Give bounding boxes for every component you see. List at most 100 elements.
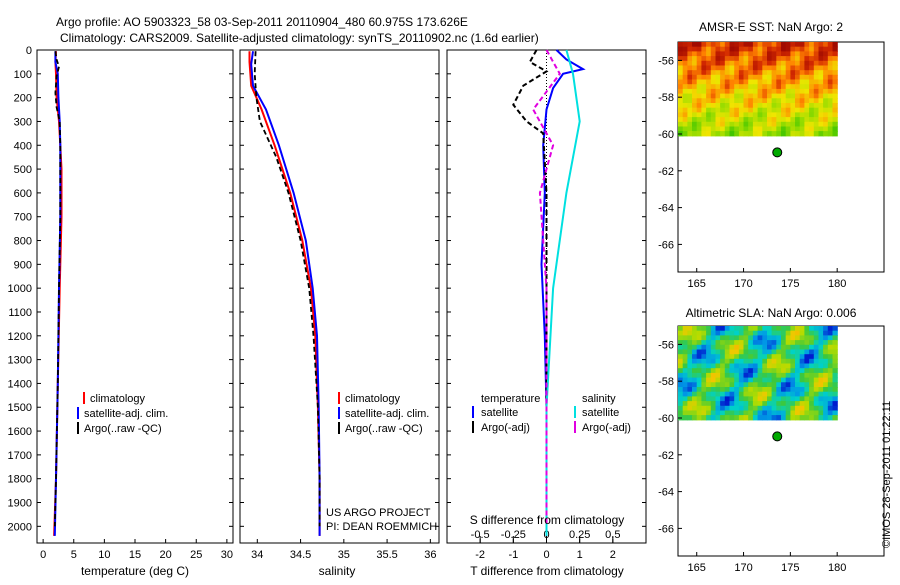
- map-cell: [785, 401, 791, 407]
- map-cell: [795, 70, 801, 76]
- map-cell: [781, 330, 787, 336]
- map-cell: [776, 79, 782, 85]
- map-cell: [715, 98, 721, 104]
- map-cell: [813, 70, 820, 76]
- map-cell: [724, 396, 731, 402]
- map-cell: [781, 70, 787, 76]
- map-cell: [832, 112, 838, 118]
- map-cell: [832, 117, 838, 123]
- map-cell: [795, 42, 801, 48]
- map-cell: [790, 377, 796, 383]
- map-cell: [804, 84, 810, 90]
- map-cell: [710, 340, 717, 346]
- map-cell: [678, 84, 684, 90]
- map-cell: [734, 51, 740, 57]
- map-cell: [790, 93, 796, 99]
- map-cell: [823, 372, 829, 379]
- map-cell: [804, 70, 810, 76]
- map-cell: [799, 84, 805, 90]
- map-cell: [790, 410, 796, 416]
- map-cell: [748, 51, 754, 57]
- map-cell: [752, 363, 759, 369]
- map-cell: [832, 42, 838, 48]
- map-cell: [729, 103, 735, 109]
- map-cell: [748, 126, 754, 132]
- map-cell: [762, 372, 768, 379]
- map-cell: [701, 93, 707, 99]
- legend-label: satellite: [481, 407, 518, 419]
- map-cell: [809, 56, 815, 62]
- map-cell: [692, 121, 698, 128]
- map-cell: [795, 107, 801, 113]
- map-cell: [823, 121, 829, 128]
- map-cell: [692, 42, 698, 48]
- map-cell: [743, 358, 749, 365]
- map-cell: [762, 84, 768, 90]
- map-cell: [823, 340, 829, 346]
- map-cell: [799, 344, 805, 351]
- map-cell: [696, 74, 702, 81]
- map-cell: [832, 377, 838, 383]
- map-cell: [785, 131, 791, 137]
- map-cell: [706, 326, 712, 332]
- map-cell: [762, 405, 768, 412]
- map-cell: [767, 65, 773, 71]
- map-cell: [687, 56, 693, 62]
- map-cell: [823, 79, 829, 85]
- map-cell: [748, 131, 754, 137]
- map-cell: [785, 377, 791, 383]
- map-cell: [715, 326, 721, 332]
- map-cell: [809, 107, 815, 113]
- map-cell: [767, 84, 773, 90]
- map-cell: [724, 70, 731, 76]
- map-cell: [757, 391, 763, 397]
- map-cell: [781, 107, 787, 113]
- map-cell: [738, 74, 745, 81]
- map-cell: [771, 330, 777, 336]
- map-cell: [832, 65, 838, 71]
- map-cell: [781, 335, 787, 341]
- map-cell: [832, 358, 838, 365]
- map-cell: [767, 415, 773, 421]
- map-cell: [771, 326, 777, 332]
- y-tick-label: 200: [14, 93, 32, 105]
- map-cell: [827, 349, 834, 355]
- map-cell: [752, 117, 759, 123]
- map-cell: [682, 51, 688, 57]
- map-cell: [757, 387, 763, 393]
- map-cell: [734, 131, 740, 137]
- map-x-tick-label: 175: [781, 562, 799, 574]
- map-cell: [813, 74, 820, 81]
- map-cell: [762, 131, 768, 137]
- map-cell: [818, 410, 824, 416]
- map-cell: [767, 326, 773, 332]
- map-cell: [715, 74, 721, 81]
- map-cell: [710, 344, 717, 351]
- map-cell: [776, 60, 782, 67]
- map-cell: [729, 335, 735, 341]
- map-cell: [682, 344, 688, 351]
- map-cell: [701, 84, 707, 90]
- map-cell: [710, 349, 717, 355]
- map-cell: [790, 387, 796, 393]
- map-cell: [823, 330, 829, 336]
- map-cell: [743, 335, 749, 341]
- map-cell: [729, 98, 735, 104]
- map-cell: [771, 372, 777, 379]
- map-cell: [785, 84, 791, 90]
- map-cell: [809, 74, 815, 81]
- map-cell: [771, 84, 777, 90]
- map-cell: [738, 354, 745, 360]
- map-cell: [687, 84, 693, 90]
- map-cell: [818, 79, 824, 85]
- map-cell: [781, 84, 787, 90]
- map-cell: [724, 117, 731, 123]
- map-cell: [781, 377, 787, 383]
- map-cell: [724, 56, 731, 62]
- map-cell: [752, 368, 759, 374]
- map-cell: [813, 335, 820, 341]
- map-cell: [701, 349, 707, 355]
- map-cell: [687, 42, 693, 48]
- map-cell: [692, 335, 698, 341]
